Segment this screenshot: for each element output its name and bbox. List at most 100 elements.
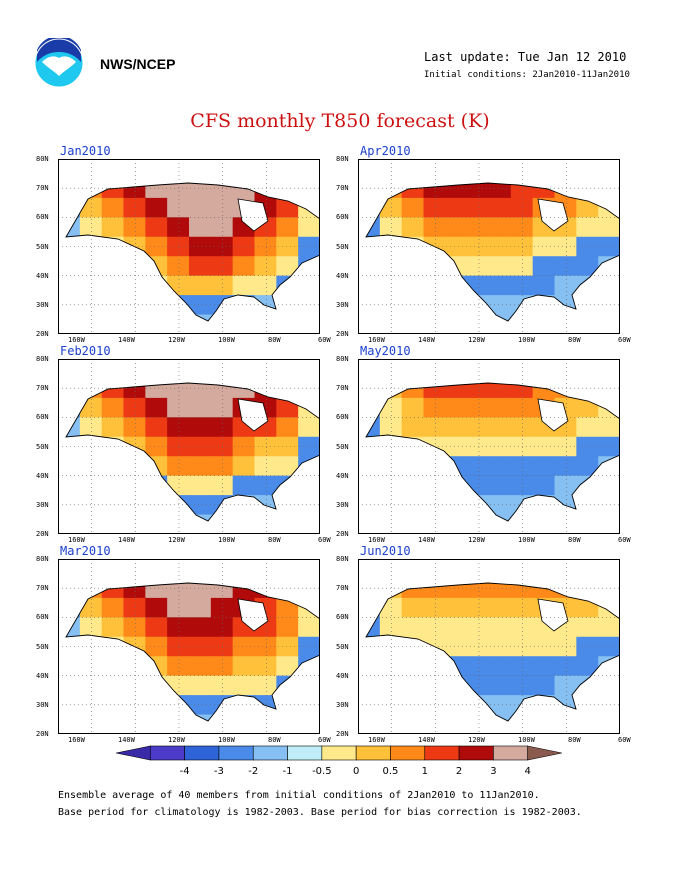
- anomaly-cell: [254, 583, 277, 599]
- anomaly-cell: [423, 456, 446, 477]
- anomaly-cell: [510, 397, 534, 418]
- longitude-tick-label: 60W: [618, 336, 631, 344]
- anomaly-cell: [467, 675, 490, 696]
- anomaly-cell: [123, 417, 146, 438]
- anomaly-cell: [576, 495, 599, 516]
- anomaly-cell: [366, 236, 381, 257]
- anomaly-cell: [366, 417, 381, 438]
- anomaly-cell: [298, 559, 320, 579]
- anomaly-cell: [145, 314, 168, 321]
- anomaly-cell: [445, 675, 468, 696]
- anomaly-cell: [379, 275, 403, 296]
- anomaly-cell: [167, 514, 190, 521]
- anomaly-cell: [445, 236, 468, 257]
- anomaly-cell: [101, 695, 124, 716]
- anomaly-cell: [80, 359, 102, 379]
- anomaly-cell: [554, 236, 577, 257]
- anomaly-cell: [189, 295, 212, 316]
- anomaly-cell: [576, 559, 598, 579]
- anomaly-cell: [210, 183, 234, 199]
- anomaly-cell: [167, 475, 190, 496]
- anomaly-cell: [66, 197, 81, 218]
- longitude-tick-label: 140W: [118, 336, 135, 344]
- anomaly-cell: [576, 636, 599, 657]
- anomaly-cell: [555, 359, 577, 379]
- anomaly-cell: [66, 436, 81, 457]
- anomaly-cell: [145, 397, 168, 418]
- anomaly-cell: [423, 514, 446, 521]
- anomaly-cell: [423, 397, 446, 418]
- anomaly-cell: [423, 656, 446, 677]
- anomaly-cell: [254, 675, 277, 696]
- anomaly-cell: [298, 183, 320, 199]
- anomaly-cell: [145, 559, 167, 579]
- anomaly-cell: [232, 495, 255, 516]
- anomaly-cell: [380, 559, 402, 579]
- anomaly-cell: [598, 514, 620, 521]
- anomaly-cell: [366, 695, 381, 716]
- anomaly-cell: [66, 714, 81, 721]
- anomaly-cell: [276, 183, 299, 199]
- anomaly-cell: [401, 217, 424, 238]
- anomaly-cell: [366, 275, 381, 296]
- anomaly-cell: [554, 514, 577, 521]
- anomaly-cell: [66, 675, 81, 696]
- anomaly-cell: [445, 617, 468, 638]
- colorbar-swatch: [287, 745, 323, 761]
- anomaly-cell: [532, 495, 555, 516]
- longitude-tick-label: 160W: [368, 336, 385, 344]
- anomaly-cell: [123, 597, 146, 618]
- anomaly-cell: [576, 295, 599, 316]
- anomaly-cell: [276, 656, 299, 677]
- anomaly-cell: [79, 714, 103, 721]
- colorbar-tick-label: -2: [248, 766, 258, 777]
- anomaly-cell: [210, 383, 234, 399]
- anomaly-cell: [210, 714, 234, 721]
- anomaly-cell: [298, 383, 320, 399]
- anomaly-cell: [189, 636, 212, 657]
- anomaly-cell: [79, 675, 103, 696]
- latitude-tick-label: 40N: [336, 271, 349, 280]
- anomaly-cell: [576, 617, 599, 638]
- anomaly-cell: [233, 559, 255, 579]
- latitude-tick-label: 40N: [36, 671, 49, 680]
- anomaly-cell: [598, 159, 620, 179]
- anomaly-cell: [467, 597, 490, 618]
- anomaly-cell: [101, 275, 124, 296]
- longitude-tick-label: 160W: [368, 536, 385, 544]
- anomaly-cell: [167, 583, 190, 599]
- anomaly-cell: [276, 456, 299, 477]
- anomaly-cell: [102, 159, 124, 179]
- anomaly-cell: [598, 256, 620, 277]
- anomaly-cell: [233, 359, 255, 379]
- anomaly-cell: [189, 397, 212, 418]
- anomaly-cell: [576, 314, 599, 321]
- anomaly-cell: [101, 295, 124, 316]
- anomaly-cell: [66, 256, 81, 277]
- anomaly-cell: [576, 436, 599, 457]
- anomaly-cell: [598, 236, 620, 257]
- anomaly-cell: [232, 256, 255, 277]
- longitude-tick-label: 100W: [518, 336, 535, 344]
- anomaly-cell: [576, 159, 598, 179]
- latitude-tick-label: 80N: [336, 355, 349, 363]
- anomaly-cell: [489, 675, 512, 696]
- anomaly-cell: [298, 314, 320, 321]
- anomaly-cell: [145, 597, 168, 618]
- anomaly-cell: [401, 675, 424, 696]
- anomaly-cell: [554, 656, 577, 677]
- anomaly-cell: [167, 675, 190, 696]
- anomaly-cell: [79, 656, 103, 677]
- anomaly-cell: [366, 383, 381, 399]
- anomaly-cell: [101, 475, 124, 496]
- anomaly-cell: [532, 314, 555, 321]
- anomaly-cell: [254, 436, 277, 457]
- anomaly-cell: [232, 695, 255, 716]
- anomaly-cell: [554, 475, 577, 496]
- longitude-tick-label: 120W: [468, 336, 485, 344]
- anomaly-cell: [232, 514, 255, 521]
- latitude-tick-label: 20N: [36, 530, 49, 538]
- anomaly-cell: [401, 295, 424, 316]
- hudson-bay: [237, 598, 269, 632]
- anomaly-cell: [423, 275, 446, 296]
